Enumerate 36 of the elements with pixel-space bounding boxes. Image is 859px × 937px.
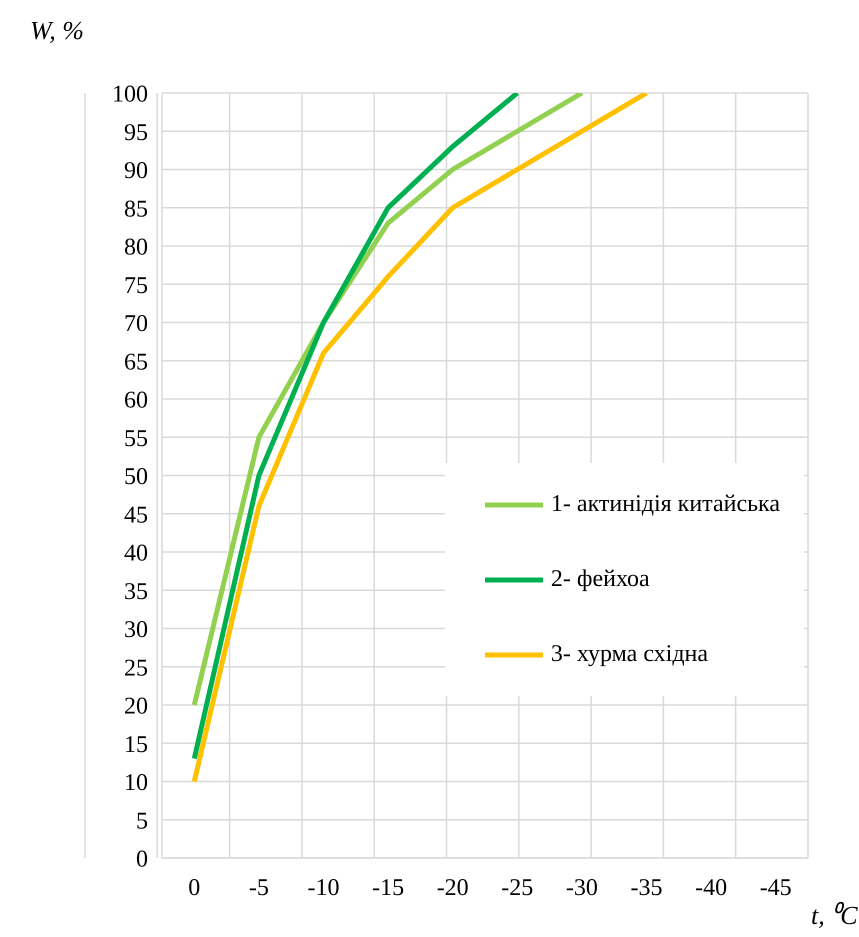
x-tick-label: -45 — [760, 875, 792, 902]
y-tick-label: 70 — [124, 311, 148, 338]
y-tick-label: 60 — [124, 388, 148, 414]
x-tick-label: -35 — [630, 875, 662, 902]
y-tick-label: 25 — [124, 655, 148, 682]
x-tick-label: 0 — [188, 875, 200, 902]
x-tick-label: -5 — [248, 875, 269, 902]
legend-label: 3- хурма східна — [550, 641, 708, 668]
x-tick-label: -30 — [566, 875, 598, 902]
y-tick-label: 90 — [124, 158, 148, 184]
y-tick-label: 95 — [124, 120, 148, 146]
x-axis-title: t, ⁰C — [811, 900, 858, 932]
y-tick-label: 20 — [124, 694, 148, 720]
y-tick-label: 55 — [124, 426, 148, 452]
y-tick-label: 45 — [124, 502, 148, 528]
y-tick-label: 80 — [124, 234, 148, 261]
x-tick-label: -40 — [695, 875, 728, 902]
legend-label: 2- фейхоа — [550, 566, 650, 593]
legend-label: 1- актинідія китайська — [550, 491, 780, 518]
y-tick-label: 30 — [124, 617, 148, 644]
y-tick-label: 100 — [112, 82, 148, 108]
y-tick-label: 5 — [136, 808, 148, 834]
y-tick-label: 10 — [124, 770, 148, 796]
y-tick-label: 65 — [124, 349, 148, 376]
y-tick-label: 0 — [136, 846, 148, 873]
y-tick-label: 85 — [124, 196, 148, 222]
x-tick-label: -15 — [372, 875, 404, 902]
x-tick-label: -10 — [308, 875, 340, 902]
x-tick-label: -25 — [501, 875, 534, 902]
y-tick-label: 50 — [124, 464, 148, 490]
y-axis-title: W, % — [30, 16, 84, 46]
y-tick-label: 35 — [124, 578, 148, 605]
x-tick-label: -20 — [436, 875, 469, 902]
y-tick-label: 15 — [124, 732, 148, 758]
y-tick-label: 75 — [124, 272, 148, 299]
y-tick-label: 40 — [124, 540, 148, 567]
